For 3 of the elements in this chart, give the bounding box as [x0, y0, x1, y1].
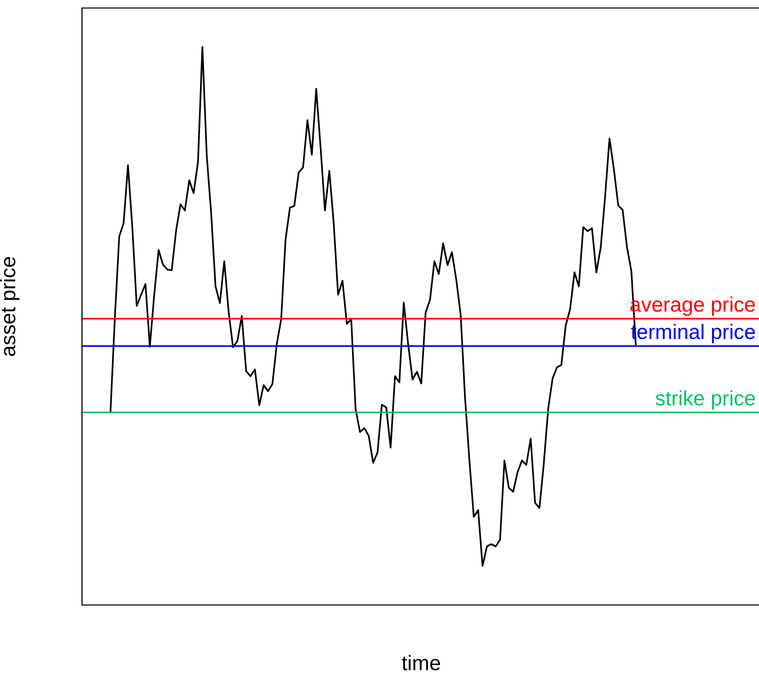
ref-line-label: strike price	[656, 390, 755, 410]
x-axis-title: time	[402, 655, 440, 670]
y-axis-title: asset price	[0, 257, 20, 356]
